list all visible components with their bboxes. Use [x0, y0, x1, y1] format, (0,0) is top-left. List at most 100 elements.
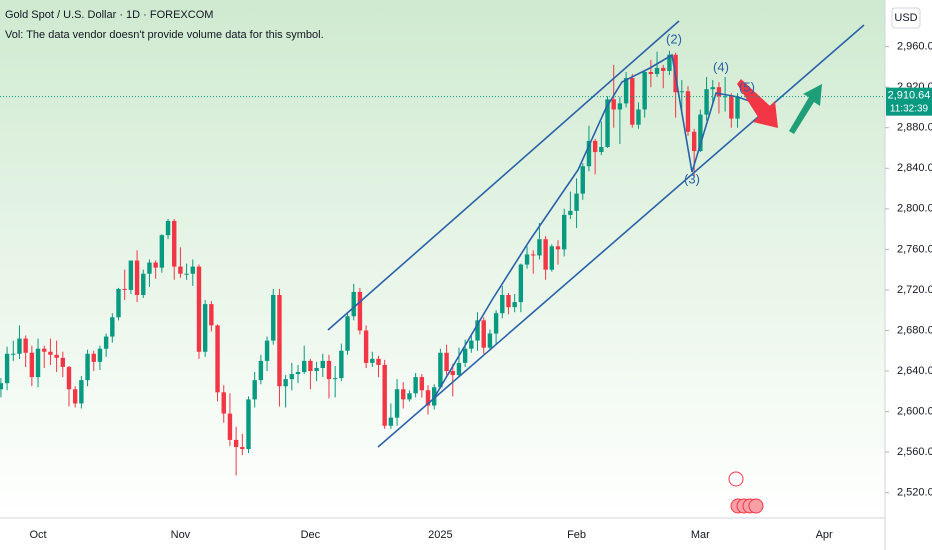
currency-box[interactable] — [891, 7, 921, 29]
candle-body — [184, 273, 189, 275]
candle-body — [271, 294, 276, 341]
candle-body — [66, 366, 72, 390]
candle-body — [722, 96, 728, 98]
candle-body — [568, 210, 573, 215]
candle-body — [512, 302, 517, 308]
candle-body — [221, 392, 226, 414]
candle-body — [580, 166, 585, 194]
event-icon — [728, 471, 744, 487]
candle-body — [314, 367, 319, 372]
candle-body — [450, 371, 455, 376]
price-tag-label: 2,910.64 — [888, 90, 931, 102]
candle-body — [134, 260, 140, 295]
candle-body — [654, 67, 660, 74]
candle-body — [215, 325, 220, 393]
candle-body — [456, 362, 462, 376]
candle-body — [48, 351, 53, 355]
y-tick-label: 2,640.00 — [897, 365, 932, 377]
candle-body — [29, 352, 35, 378]
candle-body — [54, 354, 59, 358]
candle-body — [72, 389, 78, 404]
candle-body — [555, 246, 561, 250]
candle-body — [17, 338, 22, 354]
candle-body — [592, 140, 598, 153]
candle-body — [363, 330, 369, 363]
candle-body — [35, 348, 41, 378]
x-tick-label: Feb — [567, 529, 586, 541]
y-tick-label: 2,680.00 — [897, 324, 932, 336]
candle-body — [438, 352, 443, 388]
candle-body — [209, 304, 214, 326]
price-tag — [886, 87, 932, 116]
candle-body — [351, 291, 356, 317]
y-tick-label: 2,800.00 — [897, 203, 932, 215]
wave-label: (2) — [666, 31, 682, 46]
candle-body — [487, 333, 493, 348]
candle-body — [729, 96, 734, 119]
candle-body — [698, 114, 703, 152]
candle-body — [691, 131, 697, 152]
candle-body — [147, 262, 152, 274]
candle-body — [91, 353, 96, 362]
event-icon — [748, 498, 764, 514]
candle-body — [376, 358, 381, 365]
candle-body — [103, 336, 109, 349]
event-icons — [728, 471, 764, 514]
candle-body — [332, 378, 338, 380]
candle-body — [679, 91, 684, 93]
candle-body — [561, 214, 567, 250]
candle-body — [630, 78, 635, 125]
candle-body — [178, 266, 183, 274]
candle-body — [79, 380, 84, 404]
candle-body — [277, 294, 282, 387]
candle-body — [481, 320, 486, 348]
channel-upper — [327, 20, 680, 331]
plot-background — [0, 0, 885, 518]
candle-body — [264, 340, 270, 361]
candle-body — [0, 383, 4, 390]
candle-body — [704, 89, 709, 115]
candle-body — [60, 357, 65, 367]
candle-body — [518, 264, 524, 303]
candle-body — [611, 99, 616, 110]
candle-body — [642, 71, 647, 110]
candle-body — [599, 146, 604, 153]
wave-line — [433, 53, 753, 399]
y-tick-label: 2,520.00 — [897, 487, 932, 499]
candle-body — [500, 294, 505, 314]
candle-body — [382, 364, 387, 426]
y-tick-label: 2,760.00 — [897, 243, 932, 255]
candle-body — [339, 350, 344, 379]
candle-body — [574, 193, 579, 211]
x-tick-label: Dec — [301, 529, 321, 541]
candle-body — [165, 220, 171, 236]
candle-body — [493, 313, 499, 334]
candle-body — [202, 304, 208, 352]
candle-body — [283, 379, 288, 387]
candle-body — [413, 377, 418, 394]
y-tick-label: 2,880.00 — [897, 122, 932, 134]
y-tick-label: 2,600.00 — [897, 405, 932, 417]
candle-body — [128, 260, 134, 290]
x-tick-label: Oct — [29, 529, 46, 541]
candle-body — [190, 266, 195, 274]
wave-label: (3) — [684, 171, 700, 186]
symbol-title: Gold Spot / U.S. Dollar · 1D · FOREXCOM — [5, 9, 213, 21]
x-tick-label: Mar — [691, 529, 710, 541]
candle-body — [4, 353, 10, 384]
candle-body — [531, 254, 536, 256]
candle-body — [233, 439, 239, 448]
wave-label: (4) — [713, 59, 729, 74]
candle-body — [246, 399, 251, 450]
candle-body — [196, 266, 202, 352]
candle-body — [308, 360, 313, 372]
candle-body — [444, 352, 449, 372]
candle-body — [623, 78, 629, 104]
candle-body — [42, 348, 47, 352]
candle-body — [320, 360, 325, 368]
candle-body — [685, 91, 691, 132]
candle-body — [326, 360, 332, 380]
candle-body — [667, 54, 672, 71]
y-tick-label: 2,720.00 — [897, 284, 932, 296]
